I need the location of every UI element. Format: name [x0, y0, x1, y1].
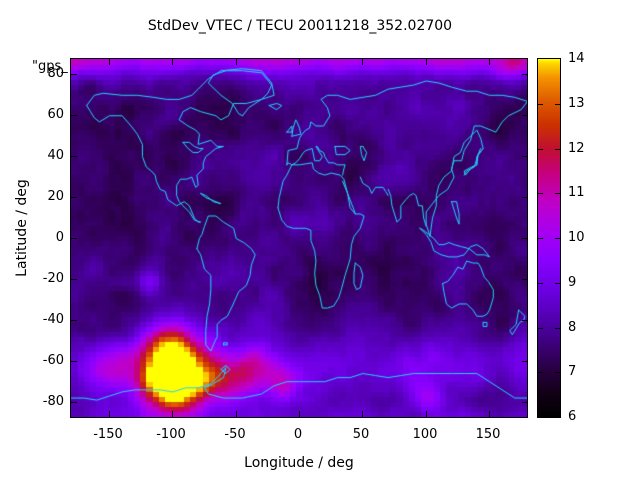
x-tick-mark	[426, 59, 427, 65]
x-tick-mark	[426, 411, 427, 417]
y-tick-mark	[522, 115, 528, 116]
x-tick-label: 100	[412, 427, 438, 442]
y-tick-label: -40	[42, 312, 64, 327]
colorbar-tick-mark	[555, 283, 560, 284]
colorbar-tick-mark	[538, 238, 543, 239]
colorbar[interactable]	[537, 58, 561, 418]
y-tick-mark	[71, 74, 77, 75]
y-tick-label: -80	[42, 394, 64, 409]
colorbar-tick-mark	[555, 328, 560, 329]
y-tick-mark	[522, 74, 528, 75]
x-tick-label: 0	[293, 427, 303, 442]
y-tick-mark	[522, 197, 528, 198]
x-tick-mark	[299, 59, 300, 65]
page-title: StdDev_VTEC / TECU 20011218_352.02700	[147, 18, 453, 34]
x-tick-mark	[236, 59, 237, 65]
y-tick-mark	[71, 115, 77, 116]
y-tick-label: 60	[47, 107, 64, 122]
colorbar-tick-mark	[538, 372, 543, 373]
y-tick-label: 80	[47, 66, 64, 81]
colorbar-gradient	[538, 59, 560, 417]
colorbar-tick-mark	[538, 104, 543, 105]
vtec-heatmap-canvas[interactable]	[71, 59, 527, 417]
y-tick-mark	[71, 238, 77, 239]
colorbar-tick-label: 12	[568, 141, 585, 156]
y-tick-mark	[522, 320, 528, 321]
x-tick-mark	[109, 411, 110, 417]
y-tick-mark	[522, 156, 528, 157]
overlapping-artifact-text: "gps_	[32, 59, 68, 74]
x-tick-mark	[172, 59, 173, 65]
y-tick-label: -60	[42, 353, 64, 368]
y-tick-label: 0	[55, 230, 64, 245]
x-tick-mark	[172, 411, 173, 417]
x-tick-label: 150	[475, 427, 501, 442]
x-axis-label: Longitude / deg	[244, 455, 354, 471]
colorbar-tick-label: 9	[568, 275, 577, 290]
colorbar-tick-label: 11	[568, 185, 585, 200]
colorbar-tick-label: 13	[568, 96, 585, 111]
colorbar-tick-mark	[555, 193, 560, 194]
colorbar-tick-mark	[555, 238, 560, 239]
colorbar-tick-label: 7	[568, 364, 577, 379]
colorbar-tick-mark	[538, 193, 543, 194]
colorbar-tick-mark	[555, 104, 560, 105]
y-tick-label: -20	[42, 271, 64, 286]
colorbar-tick-label: 14	[568, 51, 585, 66]
colorbar-tick-mark	[555, 372, 560, 373]
colorbar-tick-label: 10	[568, 230, 585, 245]
y-tick-mark	[522, 361, 528, 362]
x-tick-mark	[362, 411, 363, 417]
y-tick-mark	[522, 279, 528, 280]
colorbar-tick-mark	[555, 149, 560, 150]
x-tick-mark	[489, 59, 490, 65]
x-tick-mark	[299, 411, 300, 417]
colorbar-tick-label: 6	[568, 409, 577, 424]
y-tick-mark	[71, 156, 77, 157]
y-tick-mark	[71, 279, 77, 280]
y-tick-label: 20	[47, 189, 64, 204]
y-axis-label: Latitude / deg	[14, 179, 30, 277]
y-tick-mark	[522, 402, 528, 403]
x-tick-label: -50	[224, 427, 246, 442]
x-tick-mark	[362, 59, 363, 65]
map-plot-area[interactable]	[70, 58, 528, 418]
y-tick-label: 40	[47, 148, 64, 163]
x-tick-mark	[109, 59, 110, 65]
colorbar-tick-label: 8	[568, 320, 577, 335]
y-tick-mark	[71, 320, 77, 321]
y-tick-mark	[71, 361, 77, 362]
x-tick-mark	[236, 411, 237, 417]
y-tick-mark	[522, 238, 528, 239]
colorbar-tick-mark	[538, 149, 543, 150]
y-tick-mark	[71, 402, 77, 403]
colorbar-tick-mark	[538, 328, 543, 329]
x-tick-label: -100	[156, 427, 186, 442]
x-tick-mark	[489, 411, 490, 417]
x-tick-label: 50	[352, 427, 370, 442]
y-tick-mark	[71, 197, 77, 198]
x-tick-label: -150	[93, 427, 123, 442]
colorbar-tick-mark	[538, 283, 543, 284]
